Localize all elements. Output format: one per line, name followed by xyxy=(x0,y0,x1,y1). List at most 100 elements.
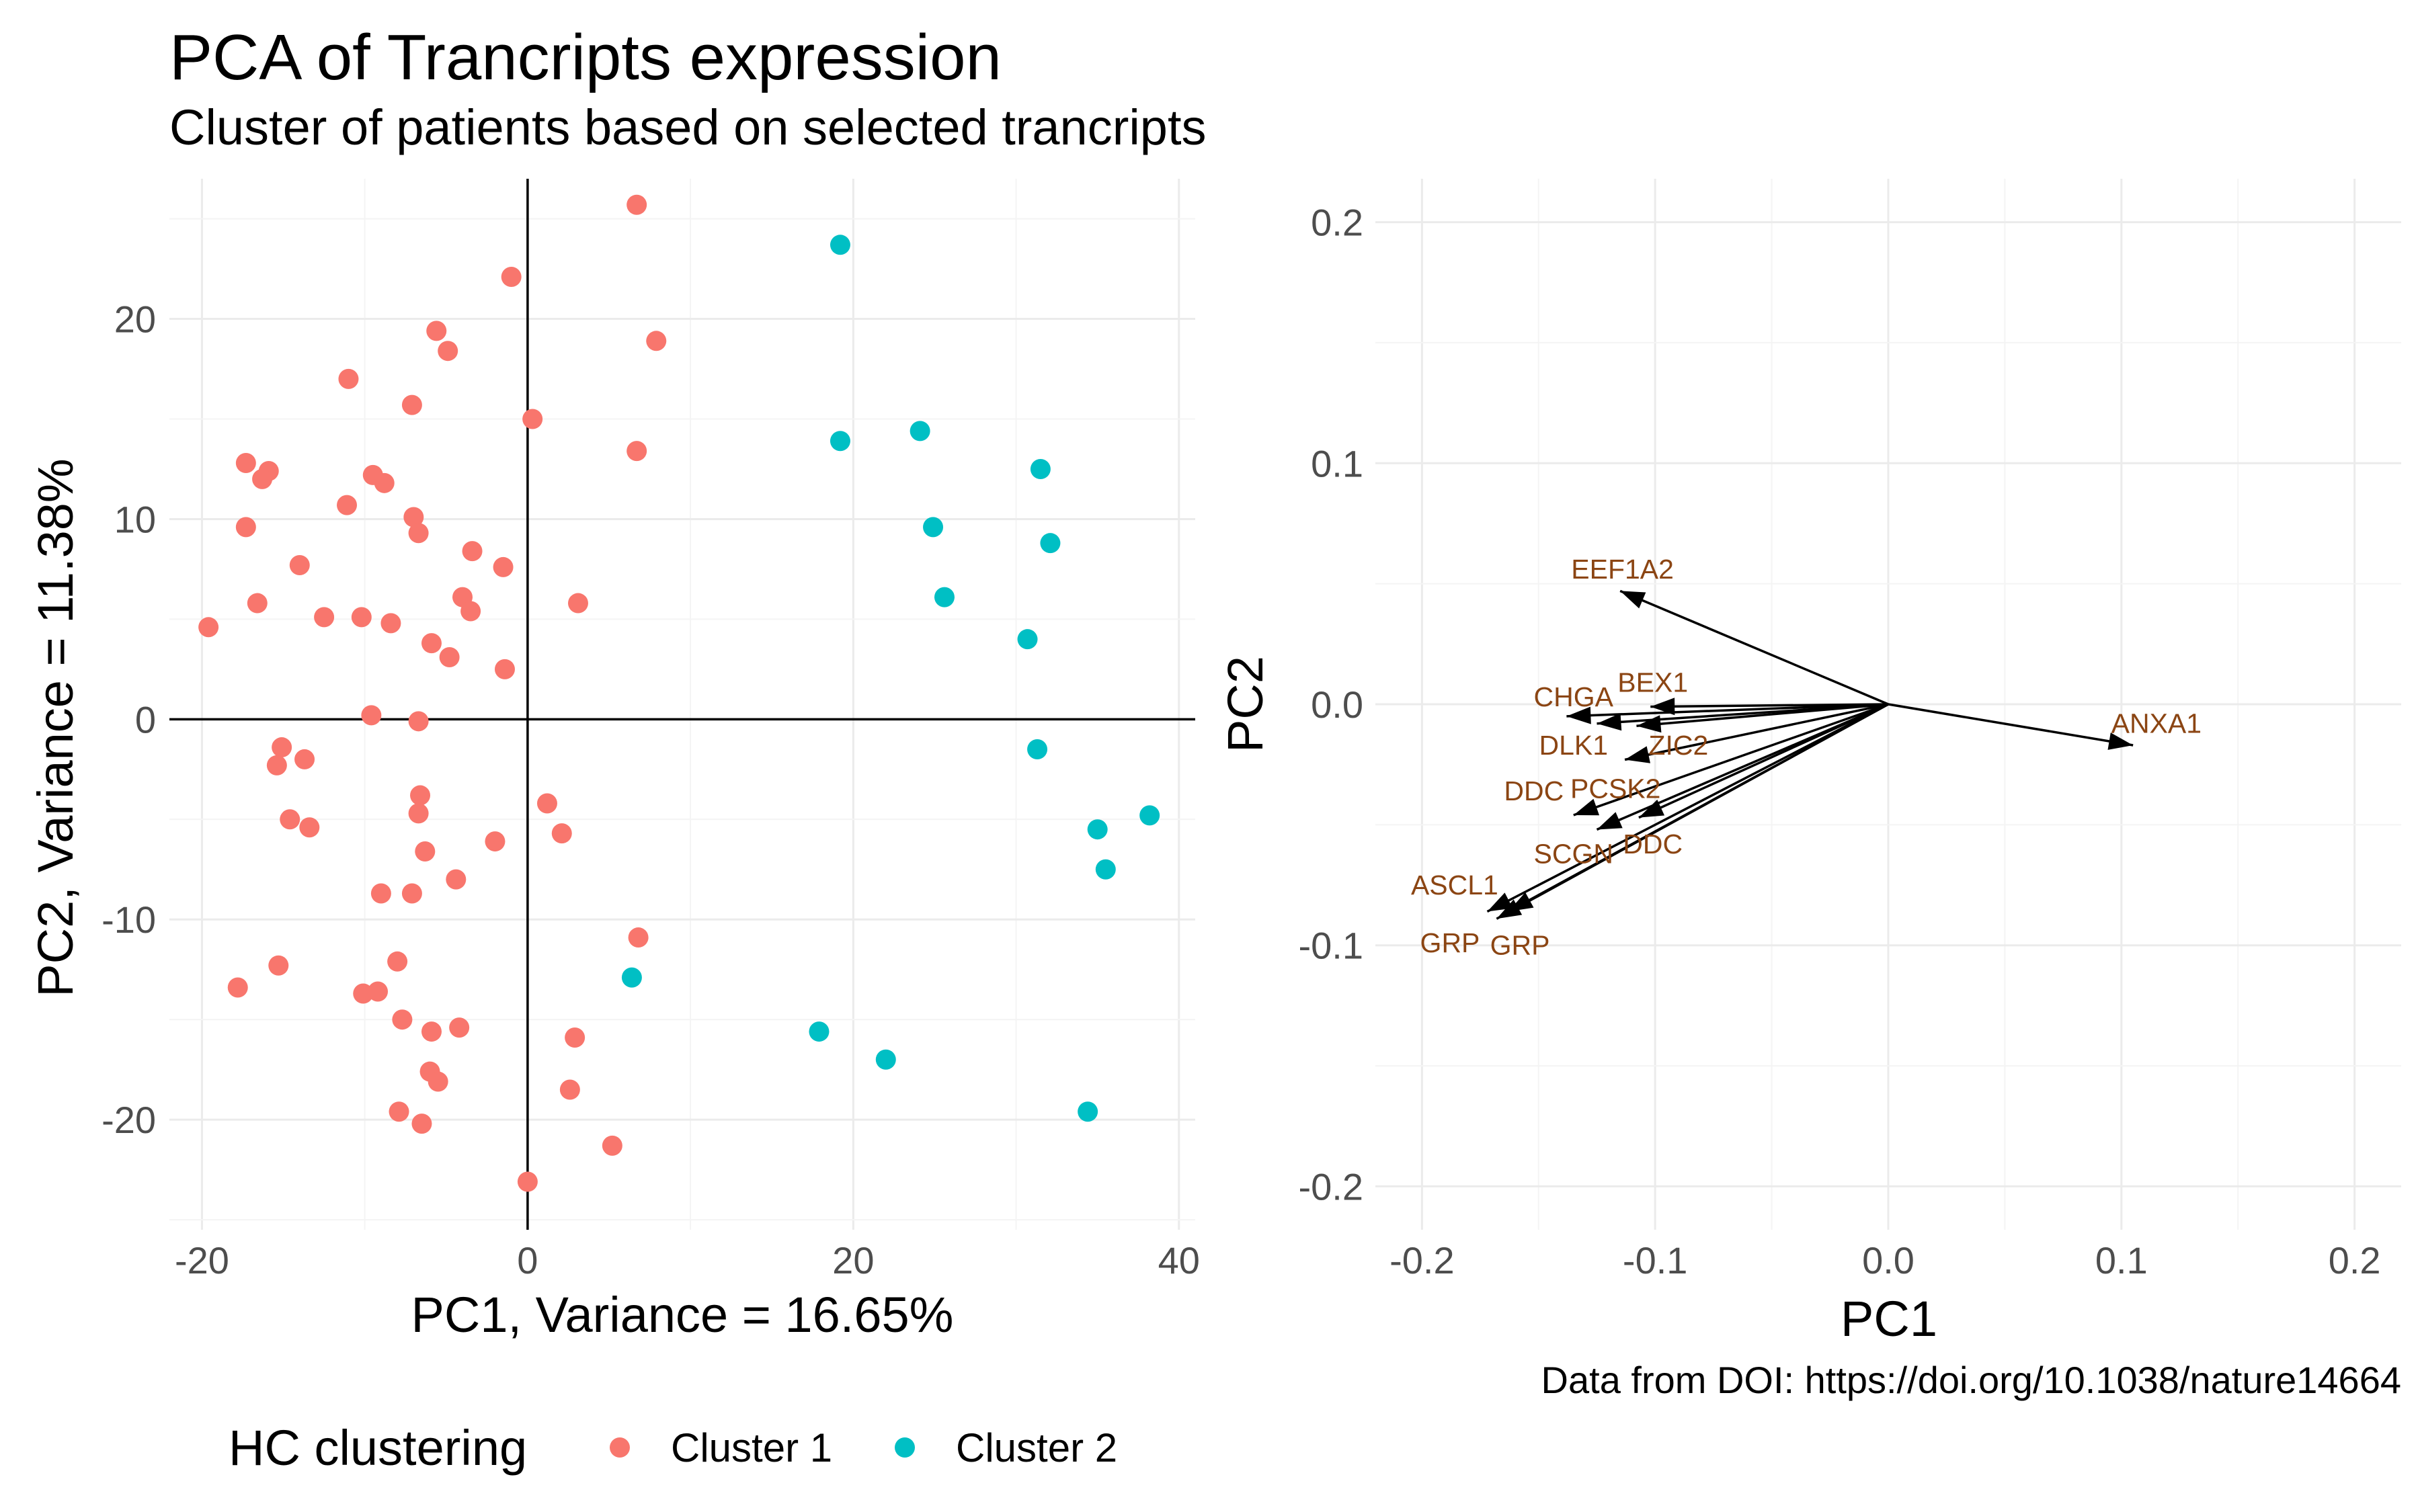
scatter-x-tick-label: 0 xyxy=(517,1239,538,1282)
legend-key-cluster-1 xyxy=(610,1437,630,1458)
scatter-point-cluster-2 xyxy=(1030,458,1051,479)
biplot-x-tick-label: -0.1 xyxy=(1623,1239,1688,1282)
biplot-variable-label: ANXA1 xyxy=(2111,708,2202,739)
biplot-x-tick-label: 0.2 xyxy=(2329,1239,2381,1282)
scatter-x-tick-label: 20 xyxy=(832,1239,874,1282)
scatter-point-cluster-1 xyxy=(449,1017,470,1038)
scatter-point-cluster-2 xyxy=(1087,819,1108,840)
scatter-point-cluster-1 xyxy=(410,785,431,806)
scatter-point-cluster-2 xyxy=(809,1021,830,1042)
biplot-x-tick-labels: -0.2 -0.1 0.0 0.1 0.2 xyxy=(1389,1239,2380,1282)
scatter-point-cluster-1 xyxy=(252,468,273,489)
biplot-arrow-line xyxy=(1496,703,1889,920)
biplot-arrow-head xyxy=(2107,732,2134,750)
biplot-arrow-line xyxy=(1486,703,1889,913)
scatter-x-axis-title: PC1, Variance = 16.65% xyxy=(411,1287,954,1343)
scatter-point-cluster-1 xyxy=(368,981,389,1002)
scatter-point-cluster-1 xyxy=(602,1135,622,1156)
scatter-point-cluster-1 xyxy=(280,809,300,830)
biplot-y-axis-title: PC2 xyxy=(1217,656,1273,753)
scatter-point-cluster-1 xyxy=(439,646,460,667)
scatter-point-cluster-2 xyxy=(830,235,850,255)
scatter-y-tick-label: -20 xyxy=(102,1099,156,1141)
biplot-variable-label: CHGA xyxy=(1534,681,1614,712)
scatter-point-cluster-2 xyxy=(1139,805,1160,826)
biplot-variable-label: ZIC2 xyxy=(1648,730,1708,761)
scatter-y-tick-label: -10 xyxy=(102,898,156,941)
scatter-point-cluster-2 xyxy=(621,967,642,988)
scatter-point-cluster-1 xyxy=(438,341,458,362)
biplot-arrow-head xyxy=(1636,715,1662,733)
scatter-point-cluster-1 xyxy=(501,266,522,287)
biplot-arrow-head xyxy=(1597,812,1623,830)
biplot-x-tick-label: 0.1 xyxy=(2095,1239,2148,1282)
scatter-point-cluster-2 xyxy=(934,587,955,607)
scatter-point-cluster-2 xyxy=(1095,859,1116,880)
biplot-arrow-line xyxy=(1888,703,2134,747)
biplot-variable-label: DLK1 xyxy=(1539,730,1609,761)
biplot-arrow-line xyxy=(1619,589,1889,706)
biplot-x-axis-title: PC1 xyxy=(1841,1291,1937,1347)
scatter-point-cluster-1 xyxy=(380,613,401,634)
scatter-point-cluster-2 xyxy=(923,517,944,538)
biplot-arrow-head xyxy=(1650,698,1675,716)
legend: HC clustering Cluster 1 Cluster 2 xyxy=(229,1420,1117,1476)
biplot-arrow-head xyxy=(1620,591,1646,609)
scatter-point-cluster-1 xyxy=(235,453,256,474)
scatter-point-cluster-1 xyxy=(415,841,436,862)
scatter-point-cluster-1 xyxy=(411,1114,432,1134)
scatter-point-cluster-1 xyxy=(567,593,588,614)
biplot-variable-label: BEX1 xyxy=(1617,667,1688,698)
scatter-point-cluster-1 xyxy=(517,1171,538,1192)
legend-label-cluster-1: Cluster 1 xyxy=(671,1425,832,1470)
biplot-arrow-head xyxy=(1566,706,1591,724)
scatter-point-cluster-1 xyxy=(314,607,335,628)
biplot-variable-label: EEF1A2 xyxy=(1571,554,1674,585)
scatter-point-cluster-2 xyxy=(830,431,850,452)
scatter-point-cluster-1 xyxy=(462,541,483,562)
scatter-point-cluster-1 xyxy=(551,823,572,844)
scatter-point-cluster-1 xyxy=(351,607,372,628)
biplot-y-tick-label: 0.2 xyxy=(1311,202,1363,244)
scatter-x-tick-label: 40 xyxy=(1158,1239,1200,1282)
biplot-y-tick-labels: -0.2 -0.1 0.0 0.1 0.2 xyxy=(1299,202,1364,1208)
biplot-variable-label: ASCL1 xyxy=(1411,870,1498,900)
biplot-x-tick-label: -0.2 xyxy=(1389,1239,1455,1282)
legend-title: HC clustering xyxy=(229,1420,527,1476)
scatter-point-cluster-1 xyxy=(374,472,395,493)
scatter-point-cluster-1 xyxy=(272,737,292,758)
scatter-point-cluster-1 xyxy=(387,951,408,972)
scatter-point-cluster-1 xyxy=(565,1027,586,1048)
scatter-reference-lines xyxy=(169,179,1195,1230)
biplot-variable-label: GRP xyxy=(1420,927,1480,958)
biplot-variable-label: PCSK2 xyxy=(1570,773,1660,804)
scatter-point-cluster-2 xyxy=(1017,629,1038,650)
biplot-arrow-head xyxy=(1496,899,1523,919)
scatter-grid xyxy=(169,179,1195,1230)
scatter-y-tick-labels: -20 -10 0 10 20 xyxy=(102,298,156,1142)
scatter-point-cluster-1 xyxy=(428,1071,448,1092)
scatter-point-cluster-1 xyxy=(421,633,442,654)
chart-title: PCA of Trancripts expression xyxy=(169,22,1002,93)
biplot-arrows xyxy=(1486,589,2134,920)
biplot-y-tick-label: 0.0 xyxy=(1311,683,1363,726)
scatter-point-cluster-1 xyxy=(485,831,506,852)
biplot-arrow-line xyxy=(1624,703,1889,761)
scatter-point-cluster-2 xyxy=(1040,533,1061,554)
scatter-x-tick-labels: -20 0 20 40 xyxy=(175,1239,1200,1282)
scatter-point-cluster-1 xyxy=(198,617,219,638)
scatter-point-cluster-1 xyxy=(361,705,382,726)
scatter-point-cluster-2 xyxy=(1078,1101,1098,1122)
scatter-point-cluster-1 xyxy=(628,927,649,948)
scatter-point-cluster-1 xyxy=(627,441,647,462)
scatter-y-tick-label: 10 xyxy=(114,498,156,540)
legend-key-cluster-2 xyxy=(895,1437,915,1458)
biplot-arrow-line xyxy=(1573,703,1889,816)
scatter-point-cluster-1 xyxy=(294,749,315,769)
scatter-y-tick-label: 20 xyxy=(114,298,156,341)
scatter-points xyxy=(198,194,1160,1192)
